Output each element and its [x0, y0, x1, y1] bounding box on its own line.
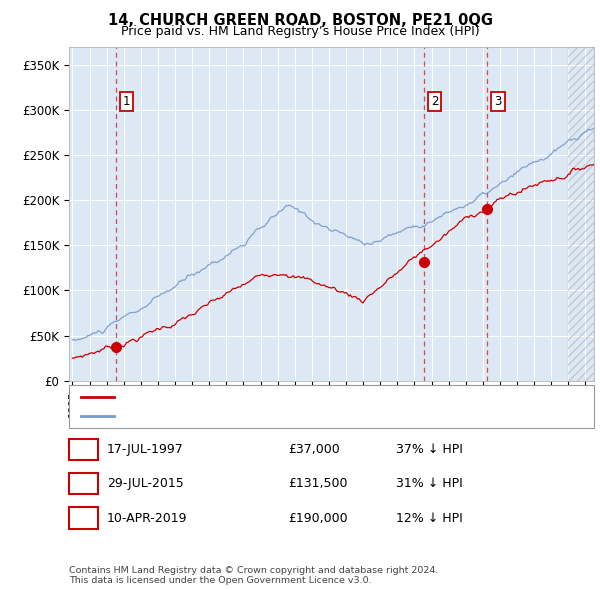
Text: 14, CHURCH GREEN ROAD, BOSTON, PE21 0QG (detached house): 14, CHURCH GREEN ROAD, BOSTON, PE21 0QG … [120, 392, 479, 402]
Text: 29-JUL-2015: 29-JUL-2015 [107, 477, 184, 490]
Text: HPI: Average price, detached house, Boston: HPI: Average price, detached house, Bost… [120, 411, 360, 421]
Text: 3: 3 [494, 95, 502, 108]
Text: 3: 3 [79, 512, 88, 525]
Text: 2: 2 [431, 95, 439, 108]
Text: Contains HM Land Registry data © Crown copyright and database right 2024.
This d: Contains HM Land Registry data © Crown c… [69, 566, 439, 585]
Text: 14, CHURCH GREEN ROAD, BOSTON, PE21 0QG: 14, CHURCH GREEN ROAD, BOSTON, PE21 0QG [107, 13, 493, 28]
Text: 37% ↓ HPI: 37% ↓ HPI [396, 443, 463, 456]
Text: 31% ↓ HPI: 31% ↓ HPI [396, 477, 463, 490]
Text: £37,000: £37,000 [288, 443, 340, 456]
Text: 1: 1 [79, 443, 88, 456]
Text: 17-JUL-1997: 17-JUL-1997 [107, 443, 184, 456]
Text: £190,000: £190,000 [288, 512, 347, 525]
Text: Price paid vs. HM Land Registry’s House Price Index (HPI): Price paid vs. HM Land Registry’s House … [121, 25, 479, 38]
Text: £131,500: £131,500 [288, 477, 347, 490]
Text: 2: 2 [79, 477, 88, 490]
Text: 10-APR-2019: 10-APR-2019 [107, 512, 187, 525]
Text: 12% ↓ HPI: 12% ↓ HPI [396, 512, 463, 525]
Text: 1: 1 [122, 95, 130, 108]
